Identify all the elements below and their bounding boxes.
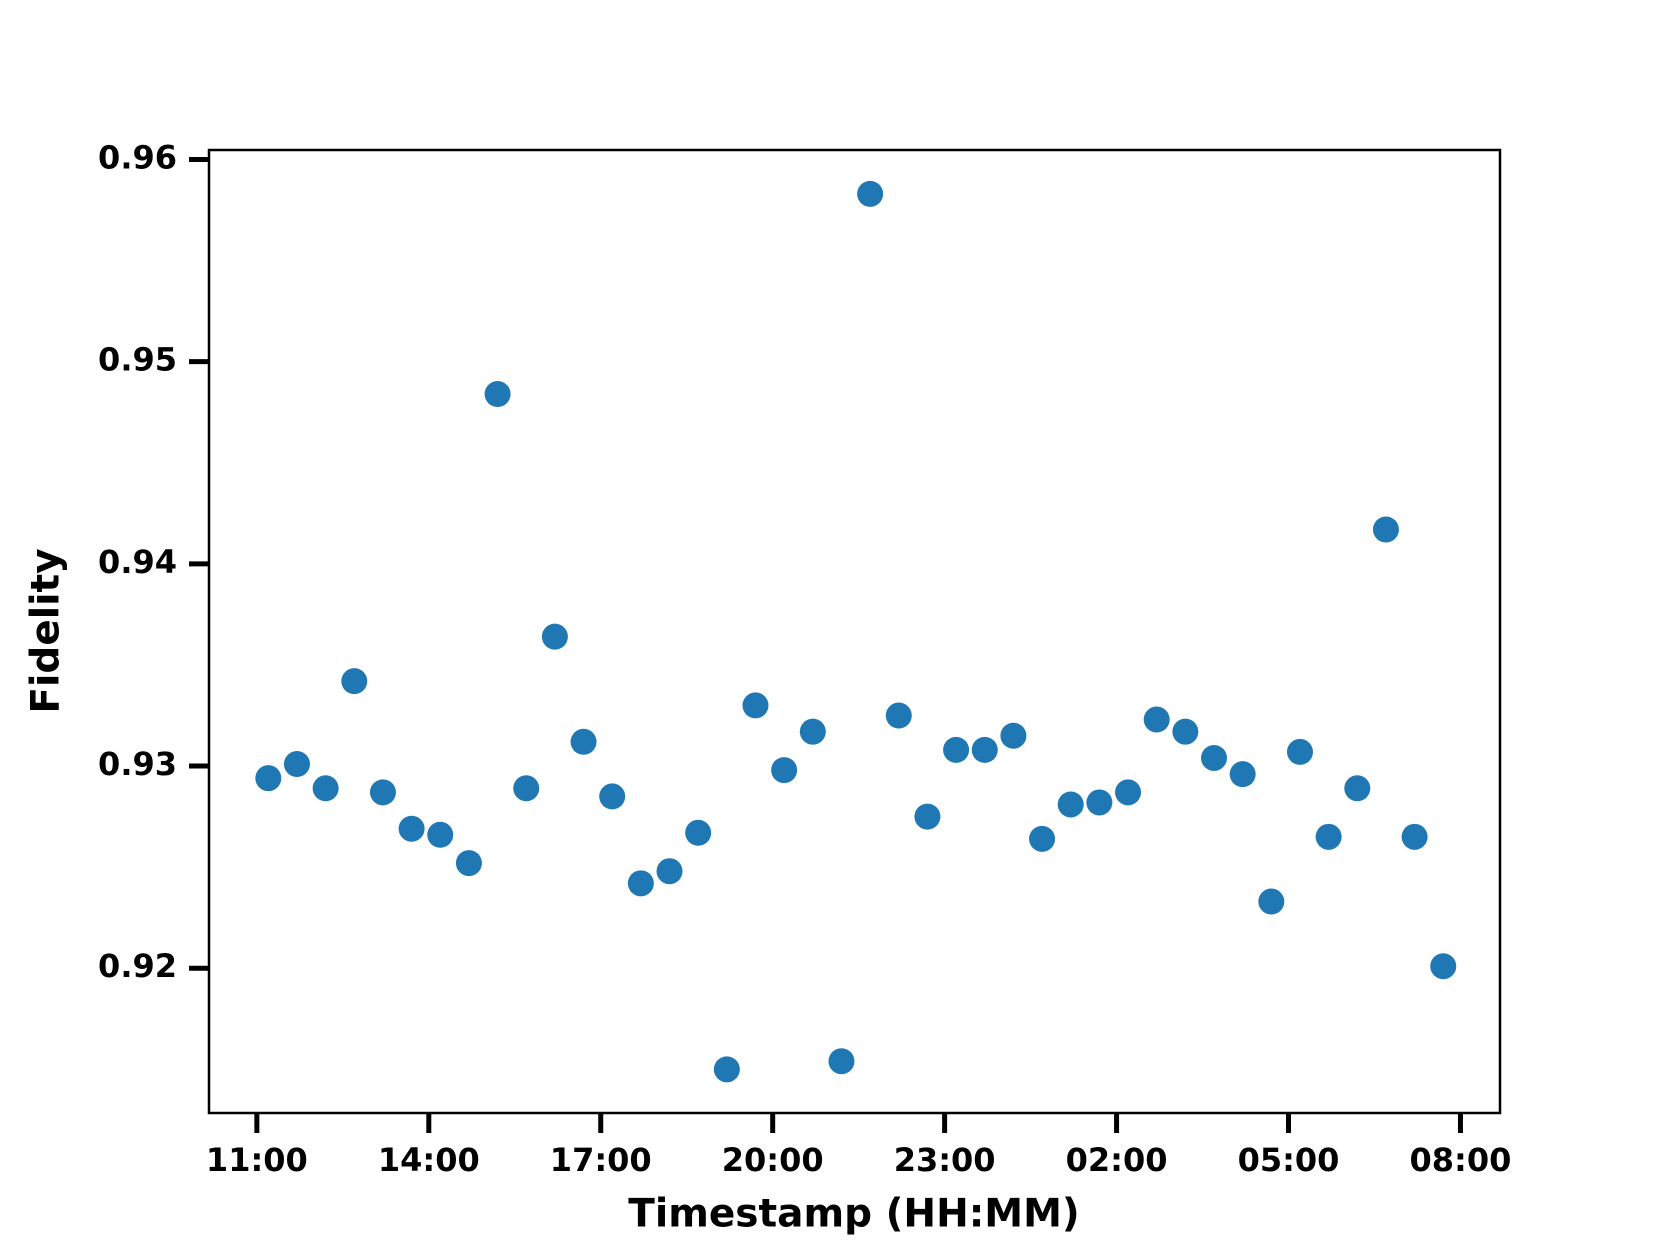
- point: [971, 736, 998, 763]
- point: [742, 692, 769, 719]
- point: [541, 623, 568, 650]
- point: [513, 775, 540, 802]
- point: [627, 870, 654, 897]
- point: [1143, 706, 1170, 733]
- point: [570, 728, 597, 755]
- point: [312, 775, 339, 802]
- point: [771, 757, 798, 784]
- point: [398, 815, 425, 842]
- point: [1172, 718, 1199, 745]
- point: [1000, 722, 1027, 749]
- x-tick-label: 17:00: [550, 1141, 652, 1179]
- point: [914, 803, 941, 830]
- point: [484, 381, 511, 408]
- y-axis-label: Fidelity: [24, 548, 69, 713]
- point: [1201, 744, 1228, 771]
- point: [1401, 823, 1428, 850]
- point: [1315, 823, 1342, 850]
- point: [713, 1056, 740, 1083]
- y-tick-label: 0.95: [98, 341, 177, 379]
- point: [1344, 775, 1371, 802]
- y-tick-label: 0.92: [98, 947, 177, 985]
- point: [685, 819, 712, 846]
- point: [1229, 761, 1256, 788]
- point: [799, 718, 826, 745]
- x-axis-label: Timestamp (HH:MM): [628, 1192, 1080, 1237]
- y-tick-label: 0.94: [98, 543, 177, 581]
- point: [1430, 953, 1457, 980]
- point: [1286, 738, 1313, 765]
- point: [255, 765, 282, 792]
- point: [828, 1048, 855, 1075]
- point: [1029, 825, 1056, 852]
- point: [885, 702, 912, 729]
- x-tick-label: 20:00: [722, 1141, 824, 1179]
- x-tick-label: 11:00: [206, 1141, 308, 1179]
- y-tick-label: 0.96: [98, 139, 177, 177]
- point: [1057, 791, 1084, 818]
- point: [455, 850, 482, 877]
- x-tick-label: 05:00: [1238, 1141, 1340, 1179]
- x-tick-label: 02:00: [1066, 1141, 1168, 1179]
- point: [1258, 888, 1285, 915]
- point: [599, 783, 626, 810]
- point: [943, 736, 970, 763]
- x-tick-label: 23:00: [894, 1141, 996, 1179]
- x-tick-label: 08:00: [1410, 1141, 1512, 1179]
- point: [369, 779, 396, 806]
- point: [1115, 779, 1142, 806]
- y-tick-label: 0.93: [98, 745, 177, 783]
- point: [857, 180, 884, 207]
- point: [427, 821, 454, 848]
- point: [1086, 789, 1113, 816]
- point: [283, 751, 310, 778]
- plot-frame: [207, 148, 1502, 1115]
- point: [1372, 516, 1399, 543]
- point: [656, 858, 683, 885]
- point: [341, 668, 368, 695]
- x-tick-label: 14:00: [378, 1141, 480, 1179]
